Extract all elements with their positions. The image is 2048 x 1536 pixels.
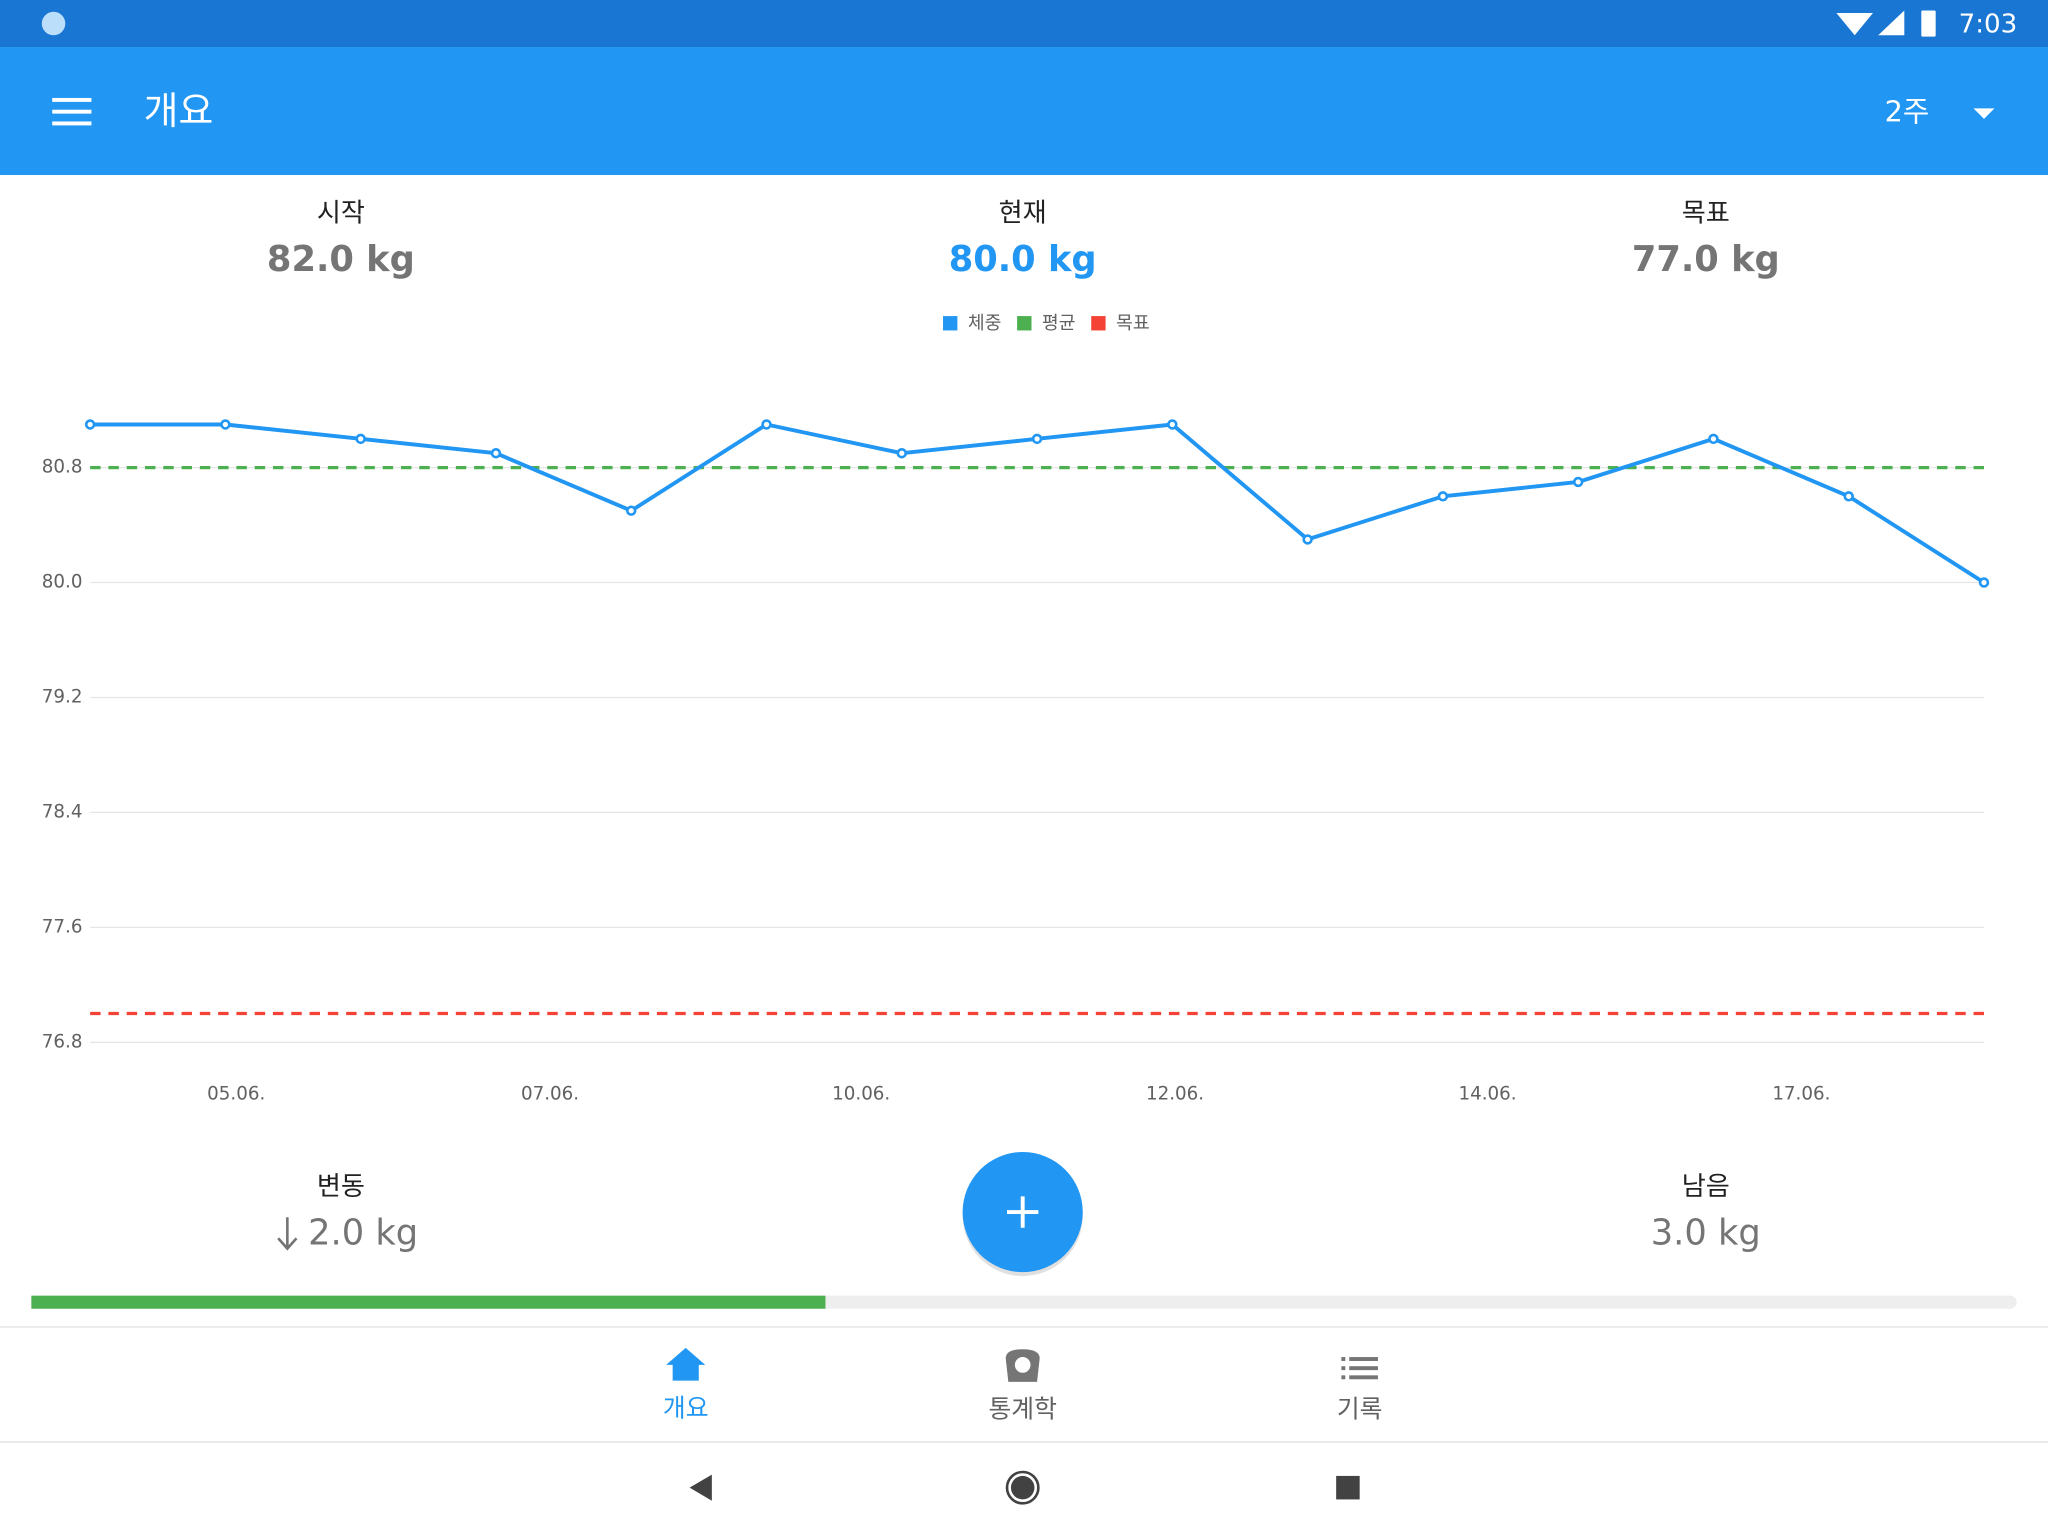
summary-label: 목표 bbox=[1682, 199, 1730, 229]
data-point bbox=[1708, 433, 1719, 445]
status-icon bbox=[41, 11, 66, 36]
data-point bbox=[1167, 419, 1178, 430]
chart: 76.8 77.6 78.4 79.2 80.0 80.8 05.06. 07.06. 10.0… bbox=[42, 313, 1990, 1105]
wifi-icon bbox=[1836, 13, 1873, 36]
data-point bbox=[1437, 491, 1449, 502]
home-icon[interactable] bbox=[666, 1347, 706, 1381]
data-point bbox=[355, 433, 366, 445]
bottom-nav bbox=[0, 1327, 2048, 1442]
data-point bbox=[761, 419, 772, 430]
summary-label: 현재 bbox=[999, 199, 1047, 229]
data-point bbox=[220, 419, 231, 430]
progress-bar bbox=[31, 1295, 826, 1309]
app-bar bbox=[0, 47, 2048, 176]
x-tick-label: 05.06. bbox=[207, 1084, 265, 1105]
status-time: 7:03 bbox=[1959, 9, 2018, 39]
series-line bbox=[90, 422, 1986, 585]
x-tick-label: 14.06. bbox=[1458, 1084, 1516, 1105]
data-point bbox=[1843, 491, 1854, 502]
battery-icon bbox=[1921, 10, 1936, 37]
data-point bbox=[1978, 577, 1990, 588]
y-tick-label: 80.8 bbox=[42, 457, 83, 478]
y-tick-label: 78.4 bbox=[42, 801, 83, 822]
x-tick-label: 12.06. bbox=[1146, 1084, 1204, 1105]
data-point bbox=[896, 447, 908, 459]
x-tick-label: 07.06. bbox=[521, 1084, 579, 1105]
data-point bbox=[84, 419, 96, 430]
back-button[interactable] bbox=[689, 1474, 712, 1501]
tab-label[interactable]: 개요 bbox=[663, 1393, 709, 1422]
data-point bbox=[626, 505, 637, 516]
legend-label: 평균 bbox=[1042, 313, 1076, 334]
change-value: 2.0 kg bbox=[308, 1212, 418, 1253]
data-point bbox=[490, 447, 502, 459]
remaining-value: 3.0 kg bbox=[1651, 1212, 1761, 1253]
app-title: 개요 bbox=[144, 89, 214, 133]
legend-swatch bbox=[1017, 316, 1032, 331]
change-label: 변동 bbox=[317, 1172, 365, 1202]
y-tick-label: 76.8 bbox=[42, 1031, 83, 1052]
list-icon[interactable] bbox=[1341, 1357, 1378, 1380]
signal-icon bbox=[1878, 10, 1905, 36]
x-tick-label: 17.06. bbox=[1772, 1084, 1830, 1105]
status-bar bbox=[0, 0, 2048, 48]
summary-label: 시작 bbox=[317, 199, 365, 229]
legend-label: 체중 bbox=[968, 313, 1002, 334]
y-tick-label: 80.0 bbox=[42, 572, 83, 593]
legend-swatch bbox=[943, 316, 958, 331]
x-tick-label: 10.06. bbox=[832, 1084, 890, 1105]
data-point bbox=[1302, 534, 1313, 545]
legend-swatch bbox=[1091, 316, 1106, 331]
menu-button[interactable] bbox=[52, 97, 92, 126]
y-tick-label: 79.2 bbox=[42, 686, 83, 707]
down-arrow-icon bbox=[277, 1217, 298, 1251]
recents-button[interactable] bbox=[1336, 1475, 1360, 1500]
summary-value: 82.0 kg bbox=[267, 239, 415, 280]
summary-value: 77.0 kg bbox=[1632, 239, 1780, 280]
stats-icon-dial bbox=[1014, 1357, 1031, 1373]
summary-value: 80.0 kg bbox=[949, 239, 1097, 280]
home-button-dot bbox=[1010, 1475, 1035, 1500]
data-point bbox=[1572, 476, 1584, 488]
legend-label: 목표 bbox=[1116, 313, 1150, 334]
home-button[interactable] bbox=[1005, 1470, 1040, 1505]
data-point bbox=[1031, 433, 1043, 445]
add-icon bbox=[1007, 1196, 1039, 1228]
remaining-label: 남음 bbox=[1682, 1172, 1730, 1202]
tab-label[interactable]: 통계학 bbox=[988, 1395, 1056, 1424]
tab-label[interactable]: 기록 bbox=[1337, 1395, 1383, 1424]
dropdown-arrow[interactable] bbox=[1973, 108, 1995, 119]
range-selector[interactable]: 2주 bbox=[1885, 95, 1930, 129]
y-tick-label: 77.6 bbox=[42, 916, 83, 937]
